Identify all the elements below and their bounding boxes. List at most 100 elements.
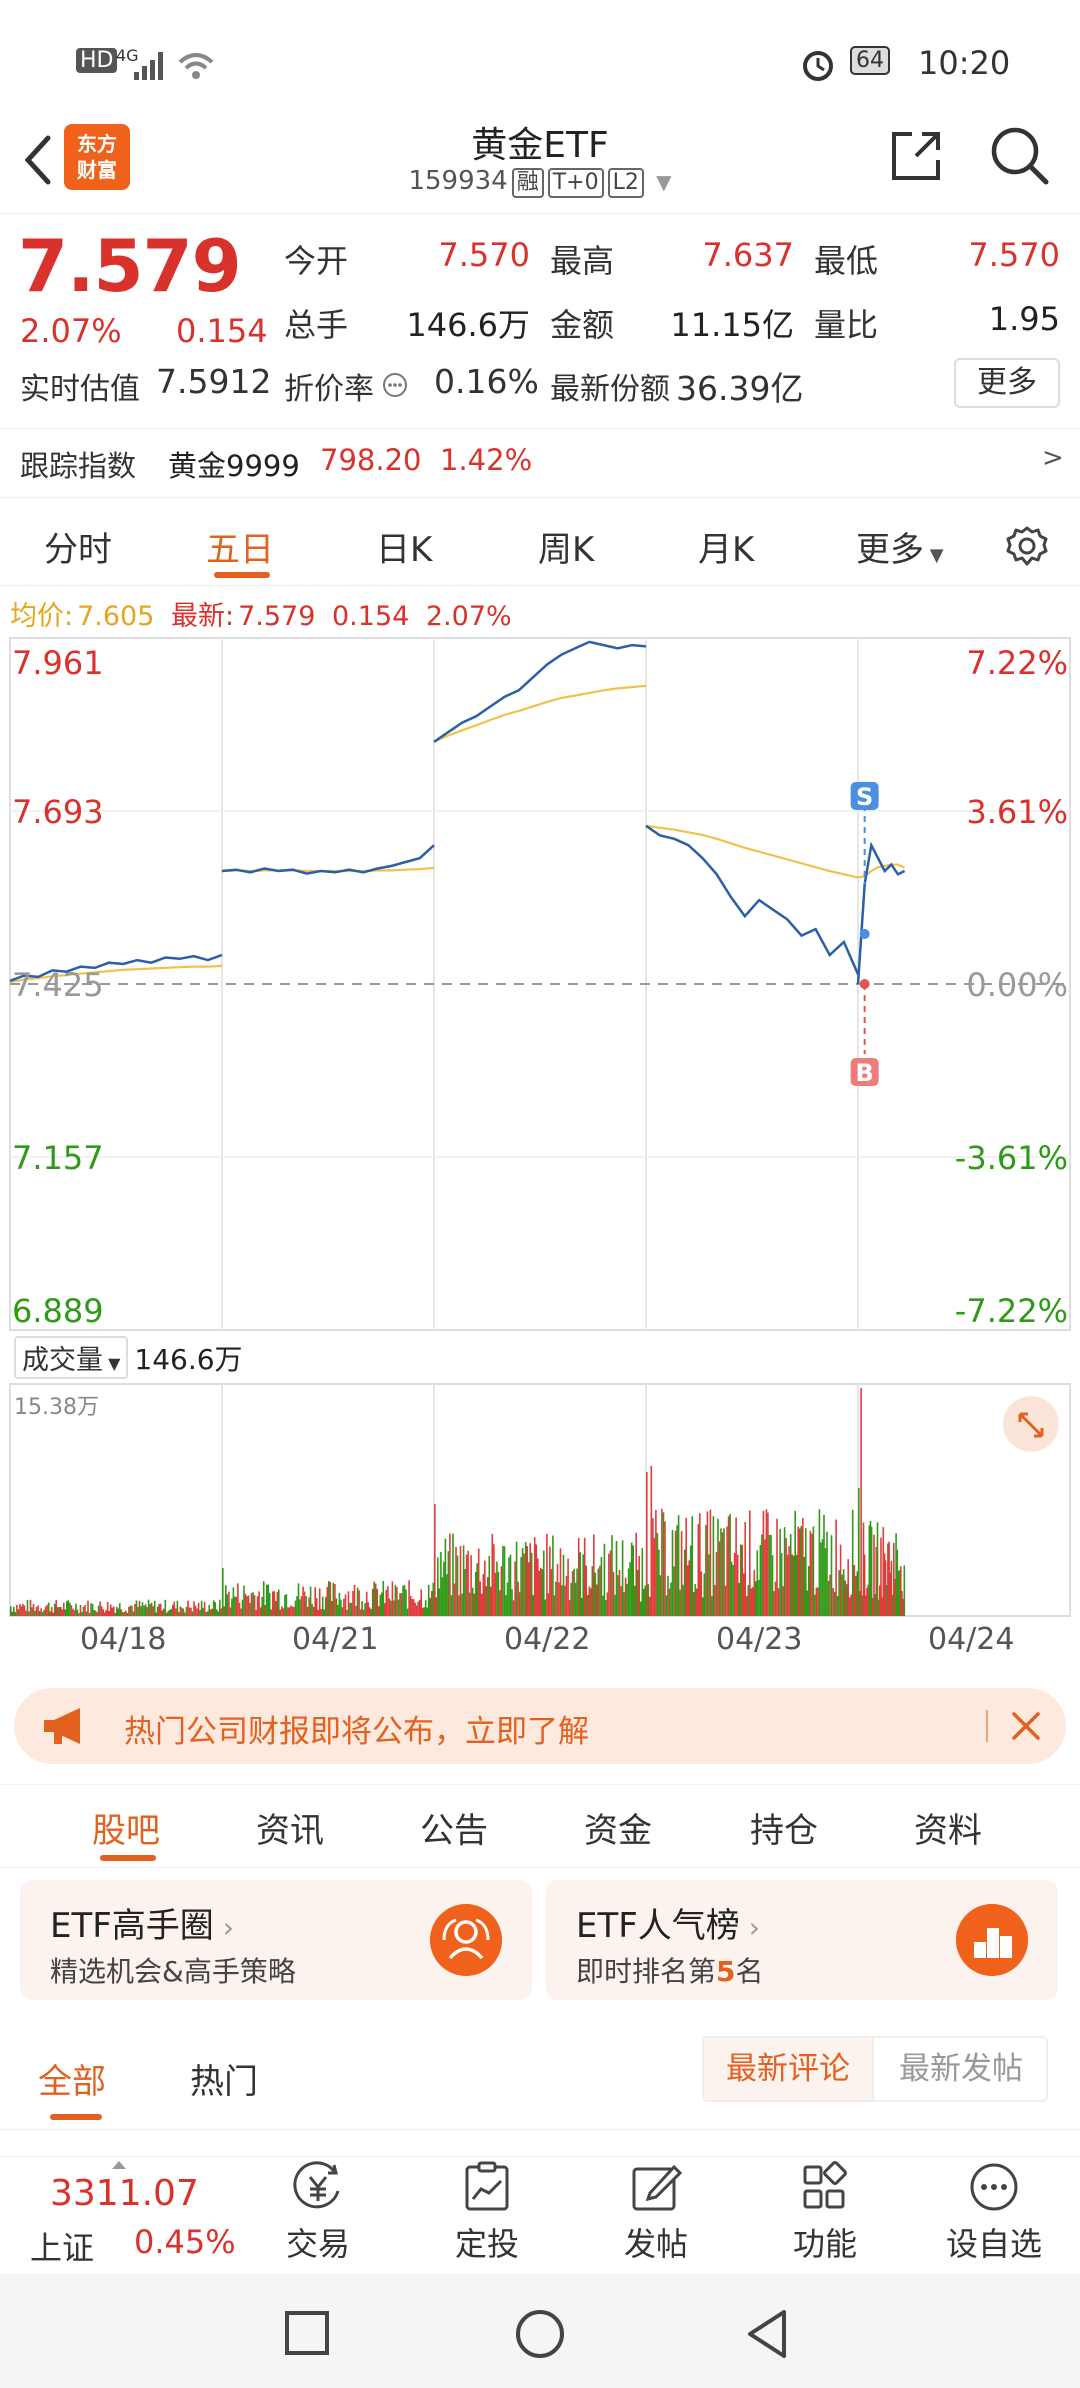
tab-hot[interactable]: 热门 (190, 2062, 258, 2102)
more-button[interactable]: 更多 (954, 358, 1060, 408)
etf-expert-circle-card[interactable]: ETF高手圈 › 精选机会&高手策略 (20, 1880, 532, 2000)
low-label: 最低 (814, 242, 879, 280)
volume-bar (35, 1607, 38, 1616)
tab-announcements[interactable]: 公告 (420, 1811, 488, 1851)
nav-auto-invest[interactable]: 定投 (412, 2161, 562, 2265)
tab-all[interactable]: 全部 (38, 2062, 106, 2102)
volume-bar (359, 1609, 362, 1616)
index-ticker[interactable]: 3311.07 上证 0.45% (0, 2157, 260, 2275)
volume-bar (341, 1607, 344, 1616)
volume-bar (593, 1534, 595, 1616)
volume-bar (456, 1555, 459, 1616)
tab-forum[interactable]: 股吧 (92, 1811, 160, 1851)
volume-bar (656, 1533, 659, 1616)
volume-bar (60, 1606, 62, 1616)
tab-intraday[interactable]: 分时 (44, 530, 112, 570)
volume-bar (692, 1591, 695, 1616)
tab-monthly-k[interactable]: 月K (698, 530, 755, 570)
home-icon[interactable] (514, 2308, 566, 2360)
recent-apps-icon[interactable] (284, 2310, 330, 2356)
tracking-index-name: 黄金9999 (168, 449, 300, 483)
sort-latest-comment[interactable]: 最新评论 (704, 2038, 874, 2100)
clock: 10:20 (918, 44, 1011, 82)
chart-grid (9, 637, 1071, 1331)
volume-bar (96, 1612, 98, 1616)
volume-bar (134, 1603, 136, 1616)
volume-dropdown[interactable]: 成交量 ▼ (14, 1336, 129, 1379)
volume-bar (842, 1569, 845, 1616)
volume-bar (267, 1584, 269, 1616)
share-icon[interactable] (888, 128, 944, 184)
volume-bar (202, 1607, 204, 1616)
volume-chart[interactable]: 15.38万 (0, 1380, 1080, 1620)
volume-bar (524, 1542, 527, 1616)
volume-bar (194, 1605, 197, 1616)
y-tick-right: -3.61% (955, 1139, 1068, 1177)
volume-bar (376, 1588, 379, 1616)
sort-latest-post[interactable]: 最新发帖 (899, 2051, 1023, 2087)
nav-trade[interactable]: 交易 (243, 2161, 393, 2265)
tab-funds[interactable]: 资金 (584, 1811, 652, 1851)
volume-bar (673, 1566, 675, 1616)
back-icon[interactable] (14, 128, 64, 192)
volume-bar (432, 1582, 435, 1616)
volume-bar (585, 1565, 587, 1616)
search-icon[interactable] (988, 124, 1050, 186)
volume-bar (759, 1544, 762, 1616)
tab-profile[interactable]: 资料 (914, 1811, 982, 1851)
security-code-row[interactable]: 159934 融 T+0 L2 ▼ (340, 166, 740, 198)
volume-bar (199, 1610, 201, 1616)
volume-bar (553, 1595, 556, 1616)
volume-bar (712, 1516, 715, 1616)
volume-bar (562, 1554, 565, 1616)
volume-bar (627, 1568, 630, 1616)
volume-dropdown-label: 成交量 (22, 1345, 103, 1376)
volume-bar (865, 1595, 867, 1616)
back-nav-icon[interactable] (744, 2308, 790, 2360)
volume-bar (762, 1510, 765, 1616)
volume-bar (329, 1582, 332, 1616)
volume-bar (827, 1580, 830, 1616)
y-tick-left: 7.425 (12, 966, 104, 1004)
volume-bar (749, 1510, 751, 1616)
volume-bar (170, 1608, 173, 1616)
buy-marker[interactable] (850, 1058, 879, 1086)
close-icon[interactable] (1004, 1704, 1048, 1748)
volume-bar (300, 1596, 303, 1616)
tab-holdings[interactable]: 持仓 (750, 1811, 818, 1851)
price-line-day-1 (9, 953, 223, 982)
sell-marker[interactable] (850, 782, 879, 810)
rank-prefix: 即时排名第 (576, 1955, 717, 1988)
bottom-nav: 3311.07 上证 0.45% 交易 定投 发帖 功能 (0, 2156, 1080, 2274)
volume-bar (232, 1587, 235, 1616)
volume-bar (527, 1562, 530, 1616)
nav-post[interactable]: 发帖 (581, 2161, 731, 2265)
volume-bar (275, 1601, 277, 1616)
info-dots-icon[interactable] (382, 372, 408, 398)
tab-more[interactable]: 更多 ▼ (856, 522, 944, 571)
volume-bar (291, 1606, 294, 1616)
tab-five-day[interactable]: 五日 (206, 530, 274, 570)
five-day-price-chart[interactable]: 7.961 7.22% 7.693 3.61% 7.425 0.00% 7.157 -3.61… (0, 634, 1080, 1354)
tracking-index-row[interactable]: 跟踪指数 黄金9999 798.20 1.42% > (0, 428, 1080, 498)
volume-bar (493, 1544, 495, 1616)
expand-icon[interactable] (1003, 1396, 1059, 1452)
volume-bar (427, 1584, 430, 1616)
gear-icon[interactable] (1004, 524, 1050, 570)
volume-bar (58, 1607, 61, 1616)
volume-bar (20, 1606, 23, 1616)
tab-daily-k[interactable]: 日K (376, 530, 433, 570)
tab-weekly-k[interactable]: 周K (538, 530, 595, 570)
volume-bar (715, 1551, 718, 1616)
tab-news[interactable]: 资讯 (256, 1811, 324, 1851)
date-label: 04/22 (504, 1622, 591, 1657)
promo-banner[interactable]: 热门公司财报即将公布，立即了解 (14, 1688, 1066, 1764)
nav-add-watchlist[interactable]: 设自选 (919, 2161, 1069, 2265)
date-label: 04/24 (928, 1622, 1015, 1657)
volume-bar (250, 1592, 253, 1616)
volume-bar (72, 1608, 74, 1616)
volume-bar (791, 1554, 793, 1616)
etf-popularity-card[interactable]: ETF人气榜 › 即时排名第5名 (546, 1880, 1058, 2000)
hd-icon: HD (76, 48, 118, 73)
nav-functions[interactable]: 功能 (750, 2161, 900, 2265)
